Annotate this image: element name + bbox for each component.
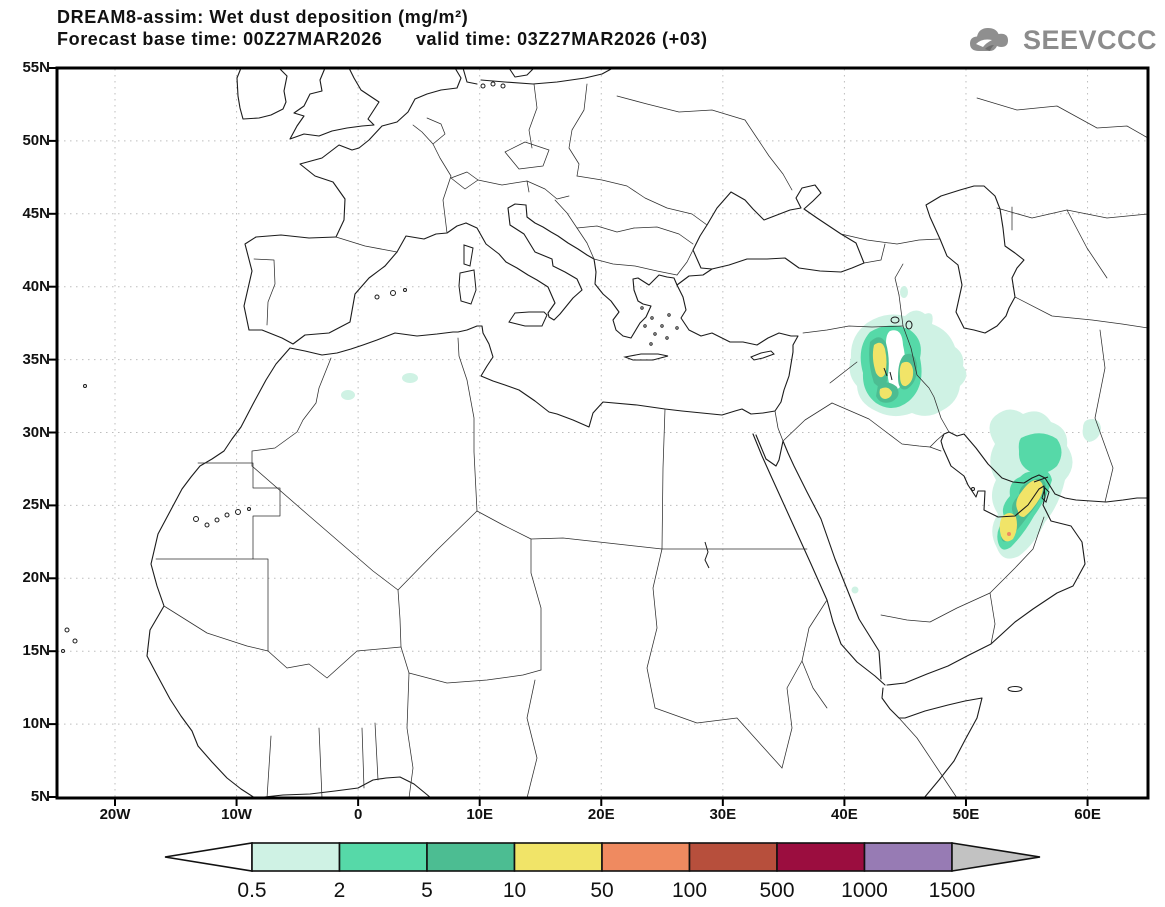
contour-iraq-10-west <box>872 342 887 378</box>
lat-tick-label: 35N <box>22 350 50 368</box>
colorbar-value-label: 500 <box>759 879 794 902</box>
contour-gulf-2-north <box>1018 433 1062 474</box>
colorbar-segment <box>251 842 341 872</box>
lon-tick-label: 50E <box>952 806 980 823</box>
lat-tick-label: 15N <box>22 642 50 660</box>
colorbar-segment <box>513 842 603 872</box>
lat-tick-label: 45N <box>22 204 50 222</box>
contour-speck-sw-arabia <box>851 586 859 594</box>
lon-tick-label: 0 <box>353 806 363 823</box>
lat-tick-label: 30N <box>22 423 50 441</box>
map-frame <box>55 66 1150 800</box>
contour-gulf-10-lower <box>999 513 1017 542</box>
contour-iraq-10-east <box>899 361 914 387</box>
colorbar-value-label: 10 <box>503 879 526 902</box>
colorbar-value-label: 100 <box>672 879 707 902</box>
lon-tick-label: 20W <box>99 806 131 823</box>
contour-gulf-50-dot <box>1007 532 1011 536</box>
contour-speck-armenia <box>900 286 908 298</box>
cloud-logo-icon <box>969 28 1008 51</box>
map-canvas <box>49 66 1150 806</box>
country-borders <box>155 83 1149 799</box>
contour-speck-algeria-west <box>341 390 355 400</box>
logo-text: SEEVCCC <box>1022 24 1157 55</box>
figure-subtitle: Forecast base time: 00Z27MAR2026 valid t… <box>57 29 708 49</box>
colorbar: 0.5 2 5 10 50 100 500 1000 1500 <box>164 842 1041 902</box>
lat-tick-label: 20N <box>22 569 50 587</box>
lat-tick-label: 25N <box>22 496 50 514</box>
lon-tick-label: 10W <box>221 806 252 823</box>
colorbar-value-label: 5 <box>421 879 433 902</box>
colorbar-segment <box>776 842 866 872</box>
contour-gulf-05-east <box>1082 419 1101 442</box>
colorbar-value-label: 1000 <box>841 879 888 902</box>
figure-title: DREAM8-assim: Wet dust deposition (mg/m²… <box>57 7 469 27</box>
colorbar-segment <box>338 842 428 872</box>
colorbar-right-arrow <box>951 842 1041 872</box>
lon-tick-label: 30E <box>709 806 737 823</box>
colorbar-segment <box>601 842 691 872</box>
dust-deposition-contours <box>341 286 1101 594</box>
colorbar-left-arrow <box>164 842 253 872</box>
contour-gulf-10-upper <box>1016 480 1043 517</box>
colorbar-value-label: 1500 <box>929 879 976 902</box>
lon-tick-label: 20E <box>587 806 615 823</box>
lat-tick-label: 55N <box>22 59 50 76</box>
contour-iraq-10-south <box>879 387 892 399</box>
coastlines <box>146 67 1149 799</box>
colorbar-segment <box>688 842 778 872</box>
seevccc-logo: SEEVCCC <box>965 22 1157 58</box>
lat-tick-label: 5N <box>30 788 50 805</box>
colorbar-value-label: 2 <box>334 879 346 902</box>
axis-ticks <box>49 67 1089 806</box>
lat-tick-label: 40N <box>22 277 50 295</box>
lat-tick-label: 10N <box>22 715 50 733</box>
graticule <box>58 69 1147 797</box>
colorbar-segment <box>426 842 516 872</box>
small-islands <box>61 81 975 653</box>
lat-tick-label: 50N <box>22 131 50 149</box>
colorbar-value-label: 0.5 <box>237 879 266 902</box>
lon-tick-label: 60E <box>1074 806 1101 823</box>
figure-header: DREAM8-assim: Wet dust deposition (mg/m²… <box>57 6 708 50</box>
map-svg <box>49 66 1150 806</box>
lon-tick-label: 40E <box>831 806 858 823</box>
colorbar-value-label: 50 <box>590 879 613 902</box>
lon-tick-label: 10E <box>466 806 494 823</box>
contour-speck-algeria-east <box>402 373 418 383</box>
colorbar-segment <box>863 842 953 872</box>
